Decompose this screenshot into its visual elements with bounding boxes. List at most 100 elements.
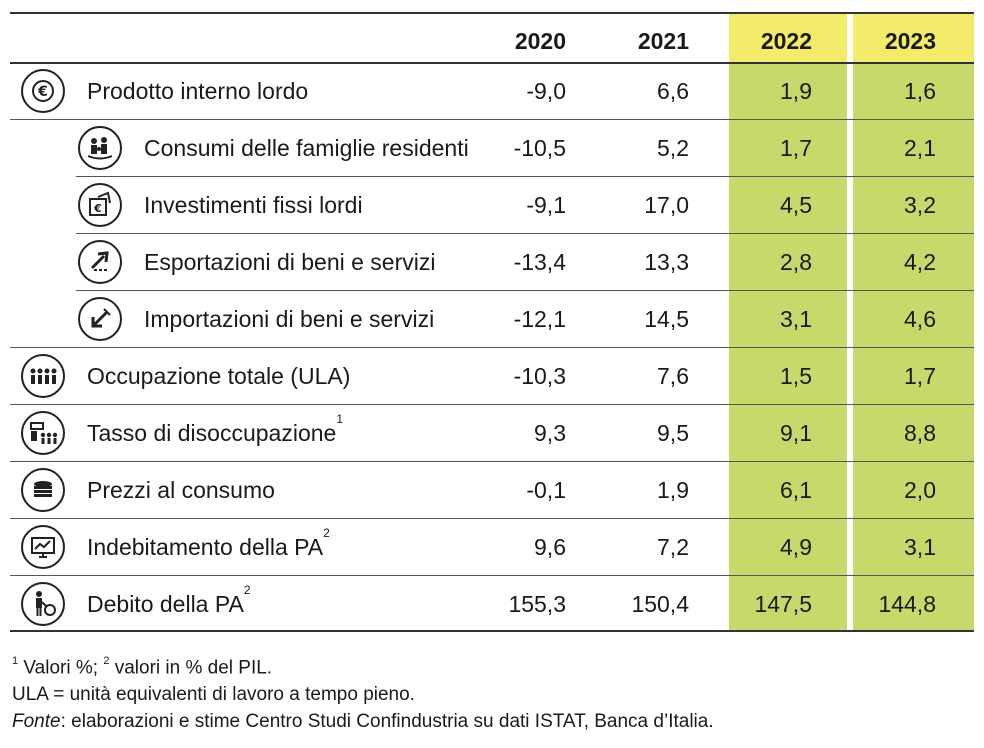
rule-header (10, 62, 974, 64)
value-2023: 2,0 (904, 477, 936, 503)
value-2023: 2,1 (904, 135, 936, 161)
highlight-2022-header (729, 14, 847, 62)
value-2020: -9,1 (526, 192, 566, 218)
row-label: Occupazione totale (ULA) (87, 363, 351, 389)
value-2021: 13,3 (644, 249, 689, 275)
value-2020: -12,1 (513, 306, 566, 332)
rule (10, 347, 974, 348)
value-2023: 3,1 (904, 534, 936, 560)
table-row-pil: € Prodotto interno lordo -9,0 6,6 1,9 1,… (10, 63, 974, 120)
euro-icon: € (21, 69, 65, 113)
table-row-debito: Debito della PA2 155,3 150,4 147,5 144,8 (10, 576, 974, 633)
row-label: Prodotto interno lordo (87, 78, 309, 104)
value-2022: 9,1 (780, 420, 812, 446)
value-2020: 9,6 (534, 534, 566, 560)
investment-icon: € (78, 183, 122, 227)
table-row-investimenti: € Investimenti fissi lordi -9,1 17,0 4,5… (10, 177, 974, 234)
year-header-2021: 2021 (637, 28, 689, 54)
value-2023: 1,7 (904, 363, 936, 389)
value-2022: 1,5 (780, 363, 812, 389)
forecast-table: 2020 2021 2022 2023 € Prodotto interno l… (10, 12, 974, 633)
row-label: Indebitamento della PA2 (87, 526, 330, 560)
rule (10, 461, 974, 462)
value-2020: -13,4 (513, 249, 566, 275)
value-2021: 1,9 (657, 477, 689, 503)
value-2022: 4,9 (780, 534, 812, 560)
value-2022: 1,7 (780, 135, 812, 161)
value-2021: 17,0 (644, 192, 689, 218)
value-2022: 1,9 (780, 78, 812, 104)
rule (10, 404, 974, 405)
value-2020: -0,1 (526, 477, 566, 503)
year-header-2020: 2020 (514, 28, 566, 54)
value-2022: 2,8 (780, 249, 812, 275)
value-2023: 4,6 (904, 306, 936, 332)
row-label: Importazioni di beni e servizi (144, 306, 435, 332)
value-2021: 7,6 (657, 363, 689, 389)
table-row-esportazioni: Esportazioni di beni e servizi -13,4 13,… (10, 234, 974, 291)
export-icon (78, 240, 122, 284)
row-label: Investimenti fissi lordi (144, 192, 363, 218)
footnote-mark: 2 (103, 655, 110, 667)
value-2023: 144,8 (878, 591, 936, 617)
rule-top (10, 12, 974, 14)
table-row-disoccupazione: Tasso di disoccupazione1 9,3 9,5 9,1 8,8 (10, 405, 974, 462)
row-label: Debito della PA2 (87, 583, 251, 617)
workers-icon (21, 354, 65, 398)
debt-person-icon (21, 582, 65, 626)
value-2021: 9,5 (657, 420, 689, 446)
value-2021: 6,6 (657, 78, 689, 104)
value-2022: 147,5 (754, 591, 812, 617)
import-icon (78, 297, 122, 341)
value-2023: 1,6 (904, 78, 936, 104)
value-2020: -9,0 (526, 78, 566, 104)
value-2023: 4,2 (904, 249, 936, 275)
value-2020: -10,3 (513, 363, 566, 389)
highlight-2023-header (853, 14, 974, 62)
value-2020: 9,3 (534, 420, 566, 446)
note-text: valori in % del PIL. (109, 657, 273, 679)
value-2021: 5,2 (657, 135, 689, 161)
monitor-chart-icon (21, 525, 65, 569)
row-label: Prezzi al consumo (87, 477, 275, 503)
rule (10, 518, 974, 519)
row-label: Tasso di disoccupazione1 (87, 412, 344, 446)
rule (76, 233, 974, 234)
coins-icon (21, 468, 65, 512)
rule (10, 575, 974, 576)
rule (76, 290, 974, 291)
value-2020: -10,5 (513, 135, 566, 161)
svg-text:€: € (93, 202, 102, 215)
value-2021: 150,4 (631, 591, 689, 617)
rule (76, 176, 974, 177)
footnote-mark: 1 (12, 655, 19, 667)
table-notes: 1 Valori %; 2 valori in % del PIL. ULA =… (12, 650, 714, 735)
value-2023: 3,2 (904, 192, 936, 218)
value-2021: 14,5 (644, 306, 689, 332)
family-icon (78, 126, 122, 170)
value-2020: 155,3 (508, 591, 566, 617)
note-line-2: ULA = unità equivalenti di lavoro a temp… (12, 684, 415, 706)
value-2023: 8,8 (904, 420, 936, 446)
value-2022: 3,1 (780, 306, 812, 332)
table-row-indebitamento: Indebitamento della PA2 9,6 7,2 4,9 3,1 (10, 519, 974, 576)
rule-bottom (10, 630, 974, 632)
footnote-ref: 2 (243, 583, 251, 598)
unemployment-icon (21, 411, 65, 455)
svg-text:€: € (37, 84, 48, 100)
row-label: Esportazioni di beni e servizi (144, 249, 436, 275)
table-row-consumi: Consumi delle famiglie residenti -10,5 5… (10, 120, 974, 177)
value-2022: 4,5 (780, 192, 812, 218)
footnote-ref: 2 (323, 526, 330, 541)
table-row-prezzi: Prezzi al consumo -0,1 1,9 6,1 2,0 (10, 462, 974, 519)
source-label: Fonte (12, 711, 61, 733)
note-line-1: 1 Valori %; 2 valori in % del PIL. (12, 650, 714, 681)
note-line-3: Fonte: elaborazioni e stime Centro Studi… (12, 708, 714, 735)
table-row-occupazione: Occupazione totale (ULA) -10,3 7,6 1,5 1… (10, 348, 974, 405)
year-header-2023: 2023 (884, 28, 936, 54)
value-2021: 7,2 (657, 534, 689, 560)
table-row-importazioni: Importazioni di beni e servizi -12,1 14,… (10, 291, 974, 348)
value-2022: 6,1 (780, 477, 812, 503)
rule (10, 119, 974, 120)
row-label: Consumi delle famiglie residenti (144, 135, 469, 161)
